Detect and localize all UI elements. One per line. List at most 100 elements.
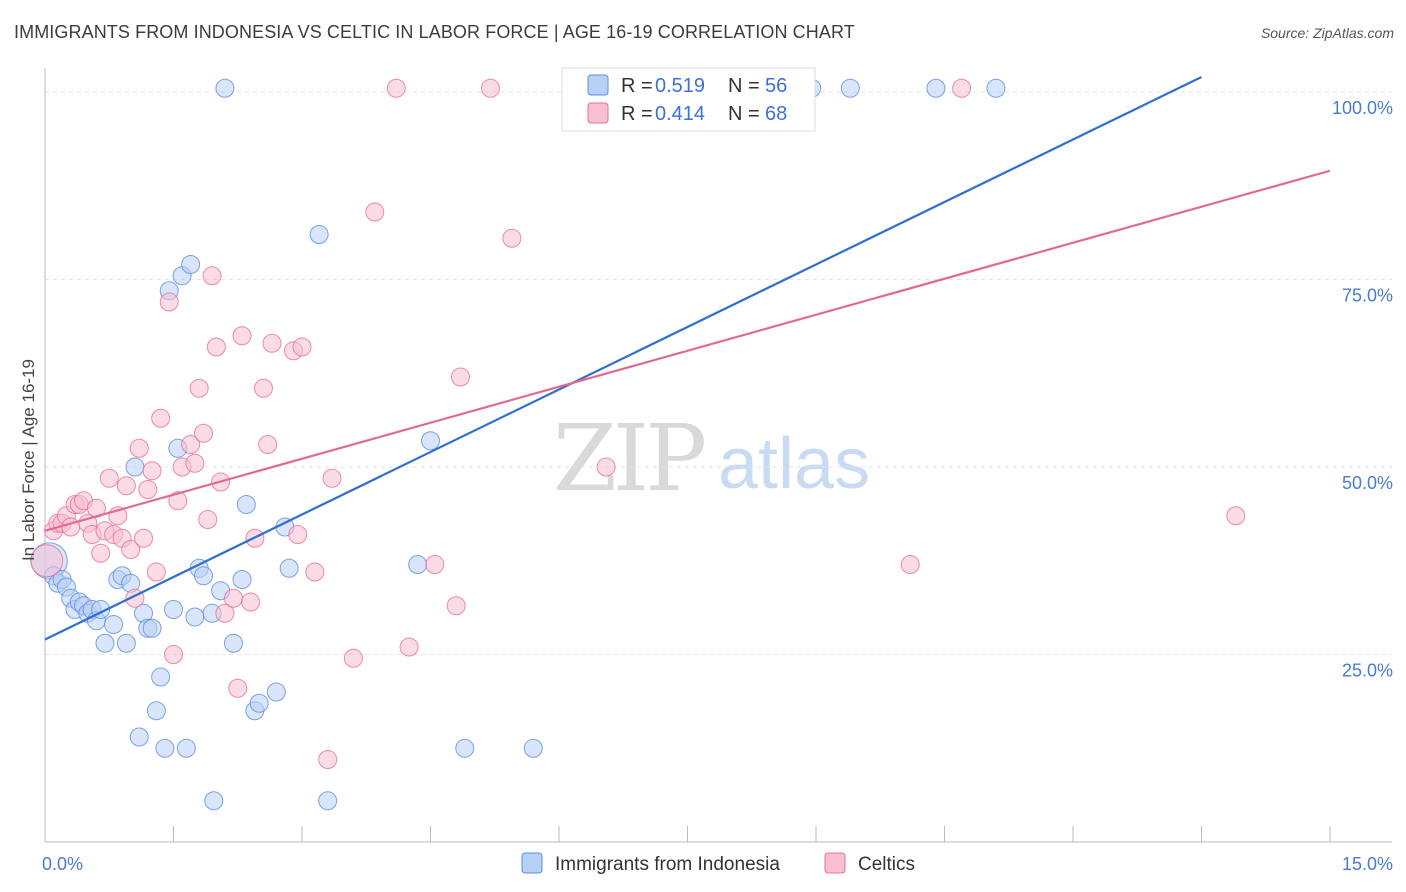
data-point-celtics bbox=[253, 378, 273, 398]
data-point-indonesia bbox=[523, 738, 543, 758]
data-point-celtics bbox=[91, 543, 111, 563]
data-point-celtics bbox=[215, 603, 235, 623]
data-point-indonesia bbox=[232, 570, 252, 589]
legend-r-label-indonesia: R = bbox=[621, 75, 653, 97]
data-point-celtics bbox=[116, 476, 136, 496]
x-tick-label: 0.0% bbox=[42, 854, 83, 874]
data-point-celtics bbox=[399, 637, 419, 657]
y-axis-label: In Labor Force | Age 16-19 bbox=[19, 359, 38, 561]
y-tick-label: 100.0% bbox=[1332, 98, 1393, 118]
data-point-celtics bbox=[223, 588, 243, 608]
data-point-celtics bbox=[386, 78, 406, 98]
data-point-celtics bbox=[185, 453, 205, 473]
data-point-indonesia bbox=[116, 633, 136, 653]
data-point-celtics bbox=[343, 648, 363, 668]
data-point-celtics bbox=[292, 337, 312, 357]
data-point-indonesia bbox=[142, 618, 162, 638]
data-point-celtics bbox=[202, 266, 222, 286]
data-point-celtics bbox=[146, 562, 166, 582]
bottom-legend-swatch-celtics bbox=[824, 852, 846, 874]
data-point-celtics bbox=[193, 423, 213, 443]
data-point-celtics bbox=[322, 468, 342, 488]
legend-r-label-celtics: R = bbox=[621, 103, 653, 125]
data-point-celtics bbox=[318, 750, 338, 769]
legend-swatch-indonesia bbox=[587, 74, 609, 96]
correlation-legend: R = 0.519 N = 56 R = 0.414 N = 68 bbox=[561, 67, 816, 132]
y-tick-labels: 25.0% 50.0% 75.0% 100.0% bbox=[1332, 98, 1393, 681]
data-point-celtics bbox=[189, 378, 209, 398]
data-point-celtics bbox=[164, 645, 183, 664]
legend-n-value-celtics: 68 bbox=[765, 103, 787, 125]
data-point-celtics bbox=[232, 326, 252, 346]
data-point-celtics bbox=[900, 555, 920, 574]
data-point-indonesia bbox=[104, 615, 124, 634]
legend-r-value-celtics: 0.414 bbox=[655, 103, 705, 125]
data-point-celtics bbox=[305, 562, 325, 582]
data-point-indonesia bbox=[155, 738, 175, 758]
data-point-celtics bbox=[151, 408, 171, 428]
data-point-celtics bbox=[952, 78, 972, 98]
data-point-indonesia bbox=[185, 607, 205, 627]
data-point-celtics bbox=[30, 544, 64, 578]
data-point-indonesia bbox=[455, 738, 475, 758]
data-point-indonesia bbox=[164, 600, 183, 619]
legend-r-value-indonesia: 0.519 bbox=[655, 75, 705, 97]
data-point-celtics bbox=[502, 228, 522, 248]
data-point-indonesia bbox=[95, 633, 115, 653]
data-point-celtics bbox=[288, 525, 308, 544]
y-tick-label: 25.0% bbox=[1342, 661, 1393, 681]
data-point-indonesia bbox=[146, 701, 166, 721]
data-point-celtics bbox=[142, 461, 162, 481]
data-point-celtics bbox=[258, 435, 278, 454]
data-point-celtics bbox=[228, 678, 248, 698]
bottom-legend-swatch-indonesia bbox=[521, 852, 543, 874]
legend-n-label-indonesia: N = bbox=[728, 75, 760, 97]
data-point-indonesia bbox=[986, 78, 1006, 98]
data-point-indonesia bbox=[181, 255, 201, 274]
data-point-celtics bbox=[134, 528, 154, 548]
data-point-indonesia bbox=[266, 682, 286, 702]
data-point-indonesia bbox=[176, 738, 196, 758]
data-point-celtics bbox=[198, 510, 218, 529]
series-indonesia-points bbox=[30, 78, 1006, 811]
legend-n-label-celtics: N = bbox=[728, 103, 760, 125]
chart-title: IMMIGRANTS FROM INDONESIA VS CELTIC IN L… bbox=[14, 22, 855, 42]
data-point-indonesia bbox=[926, 78, 946, 98]
x-tick-label: 15.0% bbox=[1342, 854, 1393, 874]
source-credit: Source: ZipAtlas.com bbox=[1260, 25, 1394, 41]
data-point-indonesia bbox=[279, 558, 299, 578]
legend-n-value-indonesia: 56 bbox=[765, 75, 787, 97]
data-point-celtics bbox=[596, 457, 616, 477]
data-point-indonesia bbox=[236, 495, 256, 514]
data-point-indonesia bbox=[193, 566, 213, 586]
data-point-indonesia bbox=[249, 693, 269, 713]
axes bbox=[44, 68, 1392, 843]
data-point-indonesia bbox=[840, 78, 860, 98]
data-point-indonesia bbox=[309, 225, 329, 244]
y-tick-label: 75.0% bbox=[1342, 286, 1393, 306]
data-point-celtics bbox=[450, 367, 470, 387]
data-point-celtics bbox=[138, 480, 158, 499]
bottom-legend-label-celtics: Celtics bbox=[858, 854, 915, 875]
data-point-celtics bbox=[121, 540, 141, 559]
gridlines bbox=[45, 91, 1392, 655]
data-point-celtics bbox=[99, 468, 119, 488]
data-point-celtics bbox=[262, 333, 282, 353]
data-point-celtics bbox=[446, 596, 466, 616]
data-point-celtics bbox=[365, 202, 385, 222]
data-point-indonesia bbox=[151, 667, 171, 687]
data-point-celtics bbox=[181, 435, 201, 454]
data-point-celtics bbox=[206, 337, 226, 357]
data-point-indonesia bbox=[125, 457, 145, 477]
trend-line-celtics bbox=[44, 169, 1331, 532]
data-point-celtics bbox=[241, 592, 261, 612]
data-point-celtics bbox=[159, 292, 179, 312]
x-tick-labels: 0.0% 15.0% bbox=[42, 854, 1393, 874]
data-point-indonesia bbox=[421, 431, 440, 451]
watermark-atlas: atlas bbox=[718, 424, 870, 504]
data-point-indonesia bbox=[215, 78, 235, 98]
watermark-zip: ZIP bbox=[553, 405, 704, 512]
series-legend: Immigrants from Indonesia Celtics bbox=[521, 852, 915, 875]
data-point-celtics bbox=[129, 438, 149, 458]
